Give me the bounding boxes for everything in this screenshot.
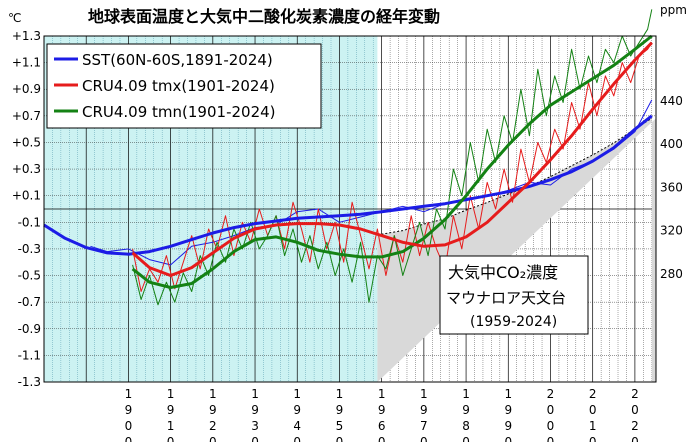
y-tick-label: -0.5 [18,269,41,283]
y-tick-label: +0.1 [12,189,41,203]
x-tick-label: 1 [125,387,133,401]
x-tick-label: 0 [420,435,428,442]
x-tick-label: 0 [336,435,344,442]
x-tick-label: 9 [251,403,259,417]
y-tick-label: -0.7 [18,295,41,309]
y2-tick-label: 440 [660,94,683,108]
x-tick-label: 1 [336,387,344,401]
x-tick-label: 1 [251,387,259,401]
x-tick-label: 2 [631,419,639,433]
x-tick-label: 9 [336,403,344,417]
x-tick-label: 9 [504,419,512,433]
y2-tick-label: 400 [660,137,683,151]
series-layer [43,9,653,306]
x-tick-label: 0 [589,403,597,417]
x-tick-label: 0 [547,419,555,433]
axes: +1.3 +1.1 +0.9 +0.7 +0.5 +0.3 +0.1 -0.1 -0.3 -0.5… [12,29,683,442]
legend-label-tmx: CRU4.09 tmx(1901-2024) [82,77,275,95]
x-tick-label: 9 [504,403,512,417]
x-tick-label: 0 [209,435,217,442]
legend-label-tmn: CRU4.09 tmn(1901-2024) [82,103,276,121]
x-tick-label: 0 [125,435,133,442]
x-tick-label: 2 [209,419,217,433]
y2-tick-label: 280 [660,267,683,281]
y-tick-label: -0.1 [18,215,41,229]
y-tick-label: +1.3 [12,29,41,43]
x-tick-label: 2 [589,387,597,401]
x-tick-label: 1 [209,387,217,401]
y-tick-label: +0.5 [12,135,41,149]
x-tick-label: 1 [167,387,175,401]
x-tick-label: 0 [251,435,259,442]
co2-inset-line1: 大気中CO₂濃度 [448,263,558,282]
x-tick-label: 0 [167,435,175,442]
y-tick-label: -1.1 [18,348,41,362]
x-tick-label: 8 [462,419,470,433]
y2-axis-unit: ppm [660,3,687,17]
y-tick-label: -0.9 [18,322,41,336]
x-tick-label: 2 [547,387,555,401]
plot-border [43,35,657,383]
y-tick-label: +0.9 [12,82,41,96]
x-tick-label: 0 [631,435,639,442]
x-tick-label: 0 [125,419,133,433]
y-tick-label: -0.3 [18,242,41,256]
legend: SST(60N-60S,1891-2024) CRU4.09 tmx(1901-… [46,43,322,129]
tmn-trend-line [131,34,653,289]
sst-trend-line [43,114,653,256]
x-tick-label: 0 [378,435,386,442]
x-tick-label: 1 [378,387,386,401]
x-tick-label: 0 [547,435,555,442]
y-tick-label: +0.7 [12,109,41,123]
co2-inset-line2: マウナロア天文台 [446,289,566,307]
x-tick-label: 3 [251,419,259,433]
x-tick-label: 0 [504,435,512,442]
x-tick-label: 9 [209,403,217,417]
y2-tick-label: 320 [660,224,683,238]
x-tick-label: 9 [293,403,301,417]
y2-tick-label: 360 [660,180,683,194]
x-tick-label: 1 [462,387,470,401]
chart-title: 地球表面温度と大気中二酸化炭素濃度の経年変動 [88,7,440,26]
x-tick-label: 9 [420,403,428,417]
co2-inset-line3: (1959-2024) [470,314,557,330]
x-tick-label: 0 [631,403,639,417]
legend-box [46,43,322,129]
x-tick-label: 0 [589,435,597,442]
x-tick-label: 0 [547,403,555,417]
x-tick-label: 1 [589,419,597,433]
x-tick-label: 9 [378,403,386,417]
y-tick-label: -1.3 [18,375,41,389]
x-tick-label: 7 [420,419,428,433]
y-axis-unit: ℃ [8,11,21,25]
y-tick-label: +0.3 [12,162,41,176]
x-tick-label: 1 [293,387,301,401]
x-tick-label: 4 [293,419,301,433]
x-tick-label: 9 [462,403,470,417]
x-tick-label: 2 [631,387,639,401]
x-tick-label: 6 [378,419,386,433]
x-tick-label: 0 [462,435,470,442]
x-tick-label: 1 [420,387,428,401]
legend-label-sst: SST(60N-60S,1891-2024) [82,51,273,69]
x-tick-label: 0 [293,435,301,442]
x-tick-label: 5 [336,419,344,433]
co2-inset-box [439,255,589,335]
x-tick-label: 1 [504,387,512,401]
y-tick-label: +1.1 [12,56,41,70]
x-tick-label: 1 [167,419,175,433]
x-tick-label: 9 [125,403,133,417]
tmx-trend-line [131,41,653,277]
x-tick-label: 9 [167,403,175,417]
co2-inset: 大気中CO₂濃度 マウナロア天文台 (1959-2024) [439,255,589,335]
